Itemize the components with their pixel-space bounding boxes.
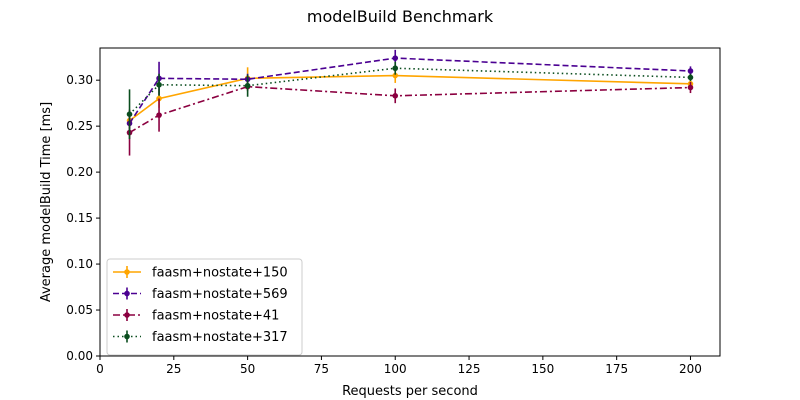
plot-area <box>126 49 694 156</box>
data-point <box>392 93 399 99</box>
legend-label: faasm+nostate+150 <box>152 266 288 281</box>
legend-swatch-marker <box>124 269 130 275</box>
legend-item: faasm+nostate+150 <box>113 266 288 281</box>
y-axis-label: Average modelBuild Time [ms] <box>39 102 54 302</box>
series-4 <box>126 61 694 140</box>
legend-swatch-marker <box>124 290 130 297</box>
series-line <box>129 85 691 134</box>
x-tick-label: 100 <box>384 362 407 376</box>
x-tick-label: 25 <box>166 362 181 376</box>
data-point <box>687 84 694 91</box>
data-point <box>156 95 162 102</box>
legend-swatch-marker <box>124 333 130 340</box>
legend-item: faasm+nostate+569 <box>113 287 288 302</box>
x-tick-label: 50 <box>240 362 255 376</box>
y-tick-label: 0.20 <box>66 165 93 179</box>
y-tick-label: 0.25 <box>66 119 93 133</box>
legend-box <box>106 258 303 356</box>
x-tick-label: 75 <box>314 362 329 376</box>
x-tick-label: 0 <box>96 362 104 376</box>
data-point <box>687 68 694 74</box>
y-tick-label: 0.15 <box>66 211 93 225</box>
x-tick-label: 175 <box>605 362 628 376</box>
series-1 <box>126 67 694 128</box>
legend-label: faasm+nostate+41 <box>152 309 279 324</box>
legend-label: faasm+nostate+317 <box>152 330 288 345</box>
data-point <box>392 55 399 61</box>
legend: faasm+nostate+150 faasm+nostate+569 faasm+… <box>106 258 303 356</box>
data-point <box>126 111 133 117</box>
series-line <box>128 57 691 124</box>
series-line <box>128 67 691 115</box>
data-point <box>687 74 694 81</box>
legend-swatch-marker <box>124 312 130 318</box>
series-3 <box>126 82 694 156</box>
chart-title: modelBuild Benchmark <box>307 7 494 26</box>
y-tick-label: 0.10 <box>66 257 93 271</box>
data-point <box>392 65 399 72</box>
data-point <box>392 72 399 79</box>
x-tick-label: 200 <box>679 362 702 376</box>
y-axis: 0.00 0.05 0.10 0.15 0.20 0.25 0.30 <box>66 73 100 363</box>
axes-frame <box>99 47 721 357</box>
y-tick-label: 0.30 <box>66 73 93 87</box>
legend-label: faasm+nostate+569 <box>152 287 288 302</box>
x-axis-label: Requests per second <box>342 384 478 399</box>
data-point <box>156 81 162 88</box>
data-point <box>156 112 162 118</box>
x-tick-label: 150 <box>531 362 554 376</box>
data-point <box>244 82 251 89</box>
series-2 <box>126 49 694 131</box>
legend-item: faasm+nostate+41 <box>113 309 279 324</box>
x-axis: 0 25 50 75 100 125 150 175 200 <box>96 356 702 376</box>
legend-item: faasm+nostate+317 <box>113 330 288 345</box>
y-tick-label: 0.05 <box>66 303 93 317</box>
x-tick-label: 125 <box>458 362 481 376</box>
y-tick-label: 0.00 <box>66 349 93 363</box>
